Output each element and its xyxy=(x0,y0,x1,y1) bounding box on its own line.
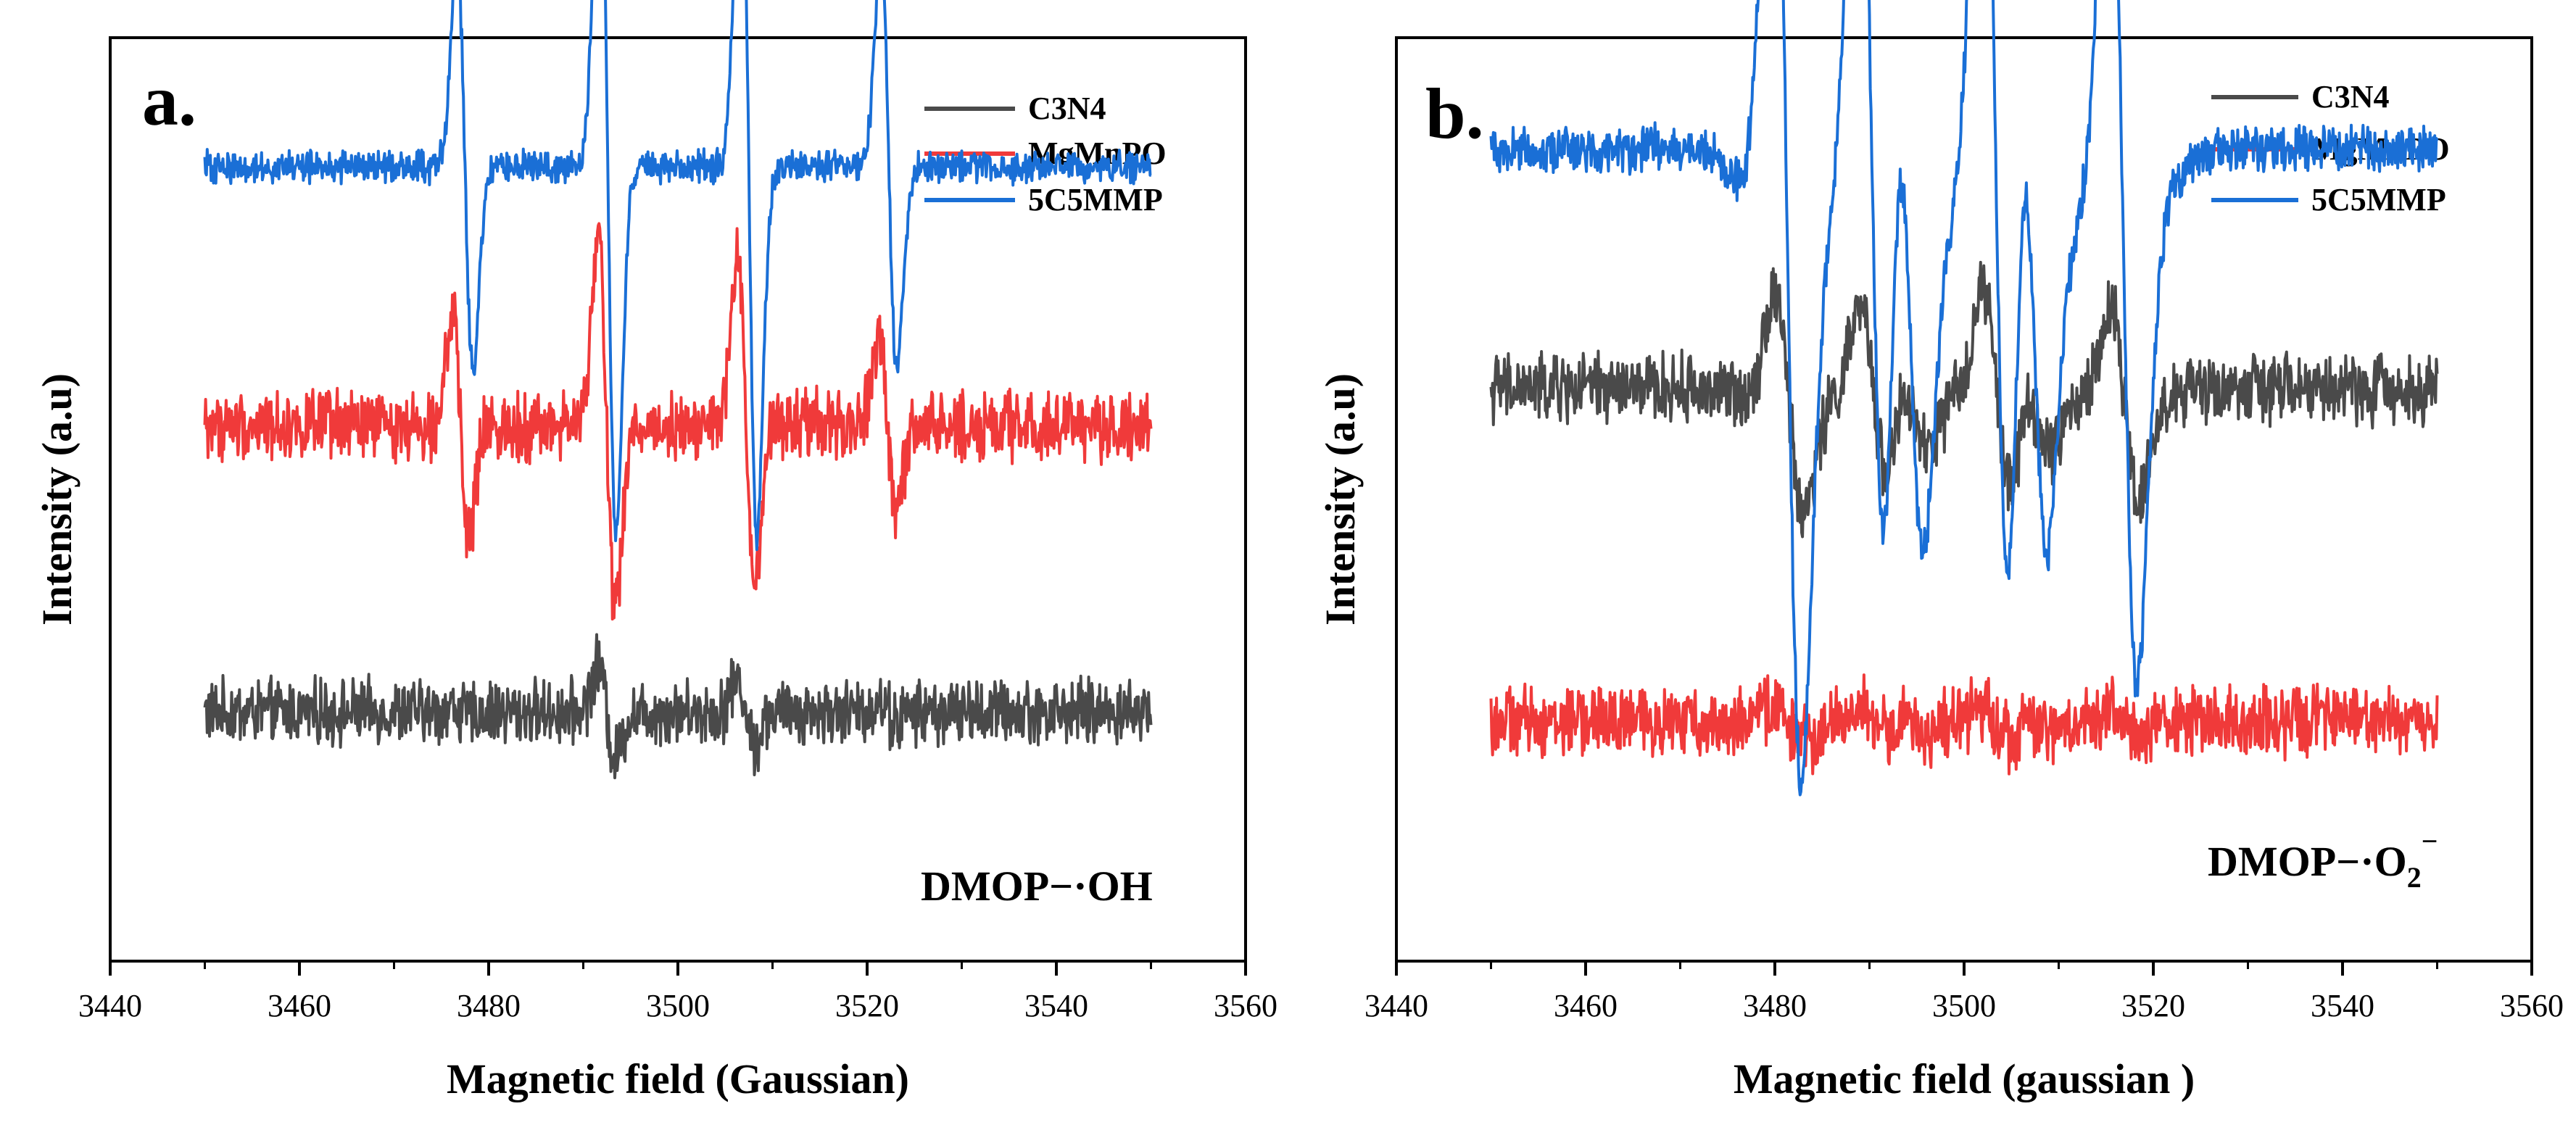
x-axis: 3440 3460 3480 3500 3520 3540 3560 xyxy=(1364,961,2564,1023)
x-tick-label: 3540 xyxy=(2311,988,2374,1023)
legend: C3N4 MgMnPO 5C5MMP xyxy=(924,91,1167,217)
x-tick-label: 3500 xyxy=(1932,988,1996,1023)
y-axis-title: Intensity (a.u) xyxy=(1317,373,1364,626)
series-layer xyxy=(203,0,1153,780)
x-tick-label: 3560 xyxy=(1214,988,1277,1023)
panel-b: b. C3N4 MgMnPO 5C5MMP DMOP−·O2− 3440 3460… xyxy=(1317,0,2564,1102)
legend-label-c3n4: C3N4 xyxy=(2311,79,2390,115)
x-tick-label: 3560 xyxy=(2500,988,2564,1023)
series-line-c3n4 xyxy=(1489,260,2439,539)
x-tick-label: 3520 xyxy=(835,988,899,1023)
x-tick-label: 3460 xyxy=(268,988,331,1023)
x-tick-label: 3440 xyxy=(78,988,142,1023)
legend-label-c3n4: C3N4 xyxy=(1028,91,1106,126)
x-axis-title: Magnetic field (gaussian ) xyxy=(1734,1055,2195,1102)
x-tick-label: 3480 xyxy=(1743,988,1807,1023)
series-line-5c5mmp xyxy=(1489,0,2439,797)
x-axis-title: Magnetic field (Gaussian) xyxy=(447,1055,909,1102)
radical-annotation: DMOP−·OH xyxy=(921,863,1153,910)
y-axis-title: Intensity (a.u) xyxy=(33,373,80,626)
plot-frame xyxy=(1395,36,2533,963)
series-line-c3n4 xyxy=(203,633,1153,780)
x-tick-label: 3440 xyxy=(1364,988,1428,1023)
panel-label: a. xyxy=(142,60,196,141)
series-line-mgmnpo xyxy=(1489,673,2439,776)
radical-annotation: DMOP−·O2− xyxy=(2208,825,2438,894)
x-tick-label: 3460 xyxy=(1554,988,1618,1023)
series-line-mgmnpo xyxy=(203,222,1153,621)
series-layer xyxy=(1489,0,2439,797)
legend-label-5c5mmp: 5C5MMP xyxy=(2311,182,2446,217)
x-tick-label: 3520 xyxy=(2121,988,2185,1023)
panel-label: b. xyxy=(1425,73,1484,154)
x-tick-label: 3500 xyxy=(646,988,710,1023)
panel-a: a. C3N4 MgMnPO 5C5MMP DMOP−·OH 3440 3460 3… xyxy=(33,0,1277,1102)
series-line-5c5mmp xyxy=(203,0,1152,552)
x-tick-label: 3480 xyxy=(457,988,521,1023)
x-tick-label: 3540 xyxy=(1024,988,1088,1023)
plot-frame xyxy=(109,36,1247,963)
x-axis: 3440 3460 3480 3500 3520 3540 3560 xyxy=(78,961,1277,1023)
legend-label-5c5mmp: 5C5MMP xyxy=(1028,182,1163,217)
